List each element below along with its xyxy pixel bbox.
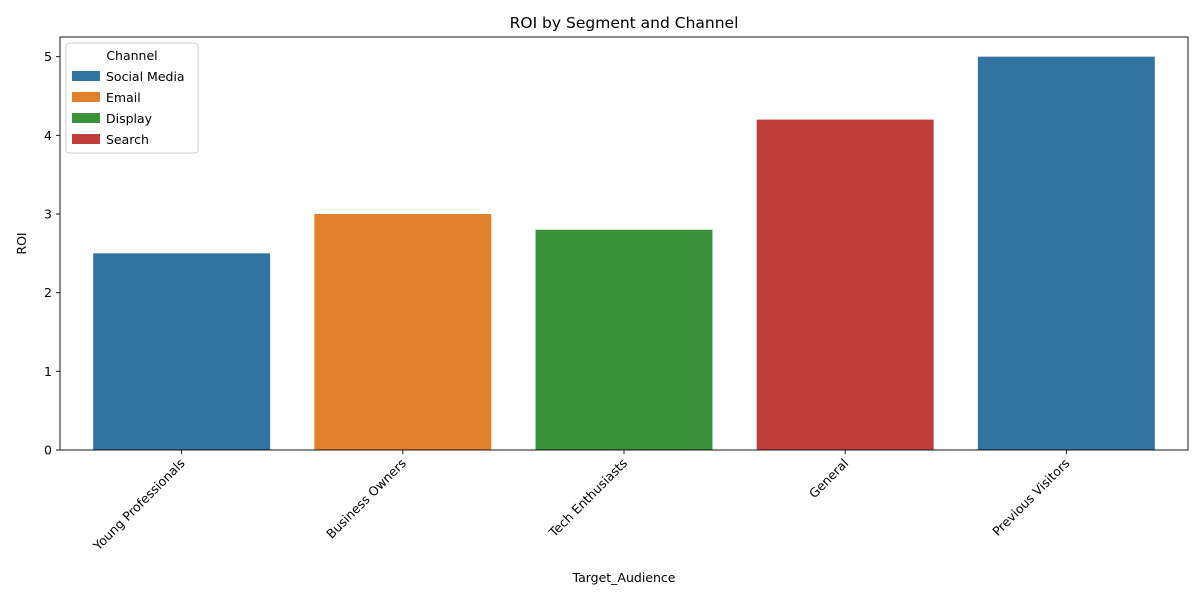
y-tick-label: 2 xyxy=(44,285,52,300)
y-axis-label: ROI xyxy=(14,232,29,254)
y-tick-label: 4 xyxy=(44,128,52,143)
y-tick-label: 0 xyxy=(44,443,52,458)
bars-group xyxy=(93,56,1155,451)
bar-general xyxy=(756,119,934,450)
legend-label: Social Media xyxy=(106,69,185,84)
x-tick-label: Business Owners xyxy=(323,456,409,542)
legend-label: Search xyxy=(106,132,149,147)
legend-swatch xyxy=(72,134,100,144)
bar-tech-enthusiasts xyxy=(535,229,713,450)
bar-young-professionals xyxy=(93,253,271,450)
legend-title: Channel xyxy=(106,48,157,63)
x-axis-ticks: Young Professionals Business Owners Tech E… xyxy=(89,450,1072,554)
legend-box xyxy=(65,42,199,154)
legend-label: Email xyxy=(106,90,141,105)
y-axis-ticks: 0 1 2 3 4 5 xyxy=(44,49,60,458)
legend: Channel Social Media Email Display Search xyxy=(65,42,199,154)
bar-previous-visitors xyxy=(977,56,1155,451)
legend-swatch xyxy=(72,71,100,81)
x-axis-label: Target_Audience xyxy=(572,570,676,585)
legend-items: Social Media Email Display Search xyxy=(72,69,185,147)
x-tick-label: Young Professionals xyxy=(89,456,187,554)
bar-business-owners xyxy=(314,214,492,450)
chart-title: ROI by Segment and Channel xyxy=(510,14,739,32)
legend-label: Display xyxy=(106,111,153,126)
x-tick-label: Tech Enthusiasts xyxy=(545,456,630,541)
y-tick-label: 3 xyxy=(44,207,52,222)
x-tick-label: Previous Visitors xyxy=(989,456,1072,539)
legend-swatch xyxy=(72,92,100,102)
x-tick-label: General xyxy=(806,456,851,501)
y-tick-label: 5 xyxy=(44,49,52,64)
legend-swatch xyxy=(72,113,100,123)
y-tick-label: 1 xyxy=(44,364,52,379)
